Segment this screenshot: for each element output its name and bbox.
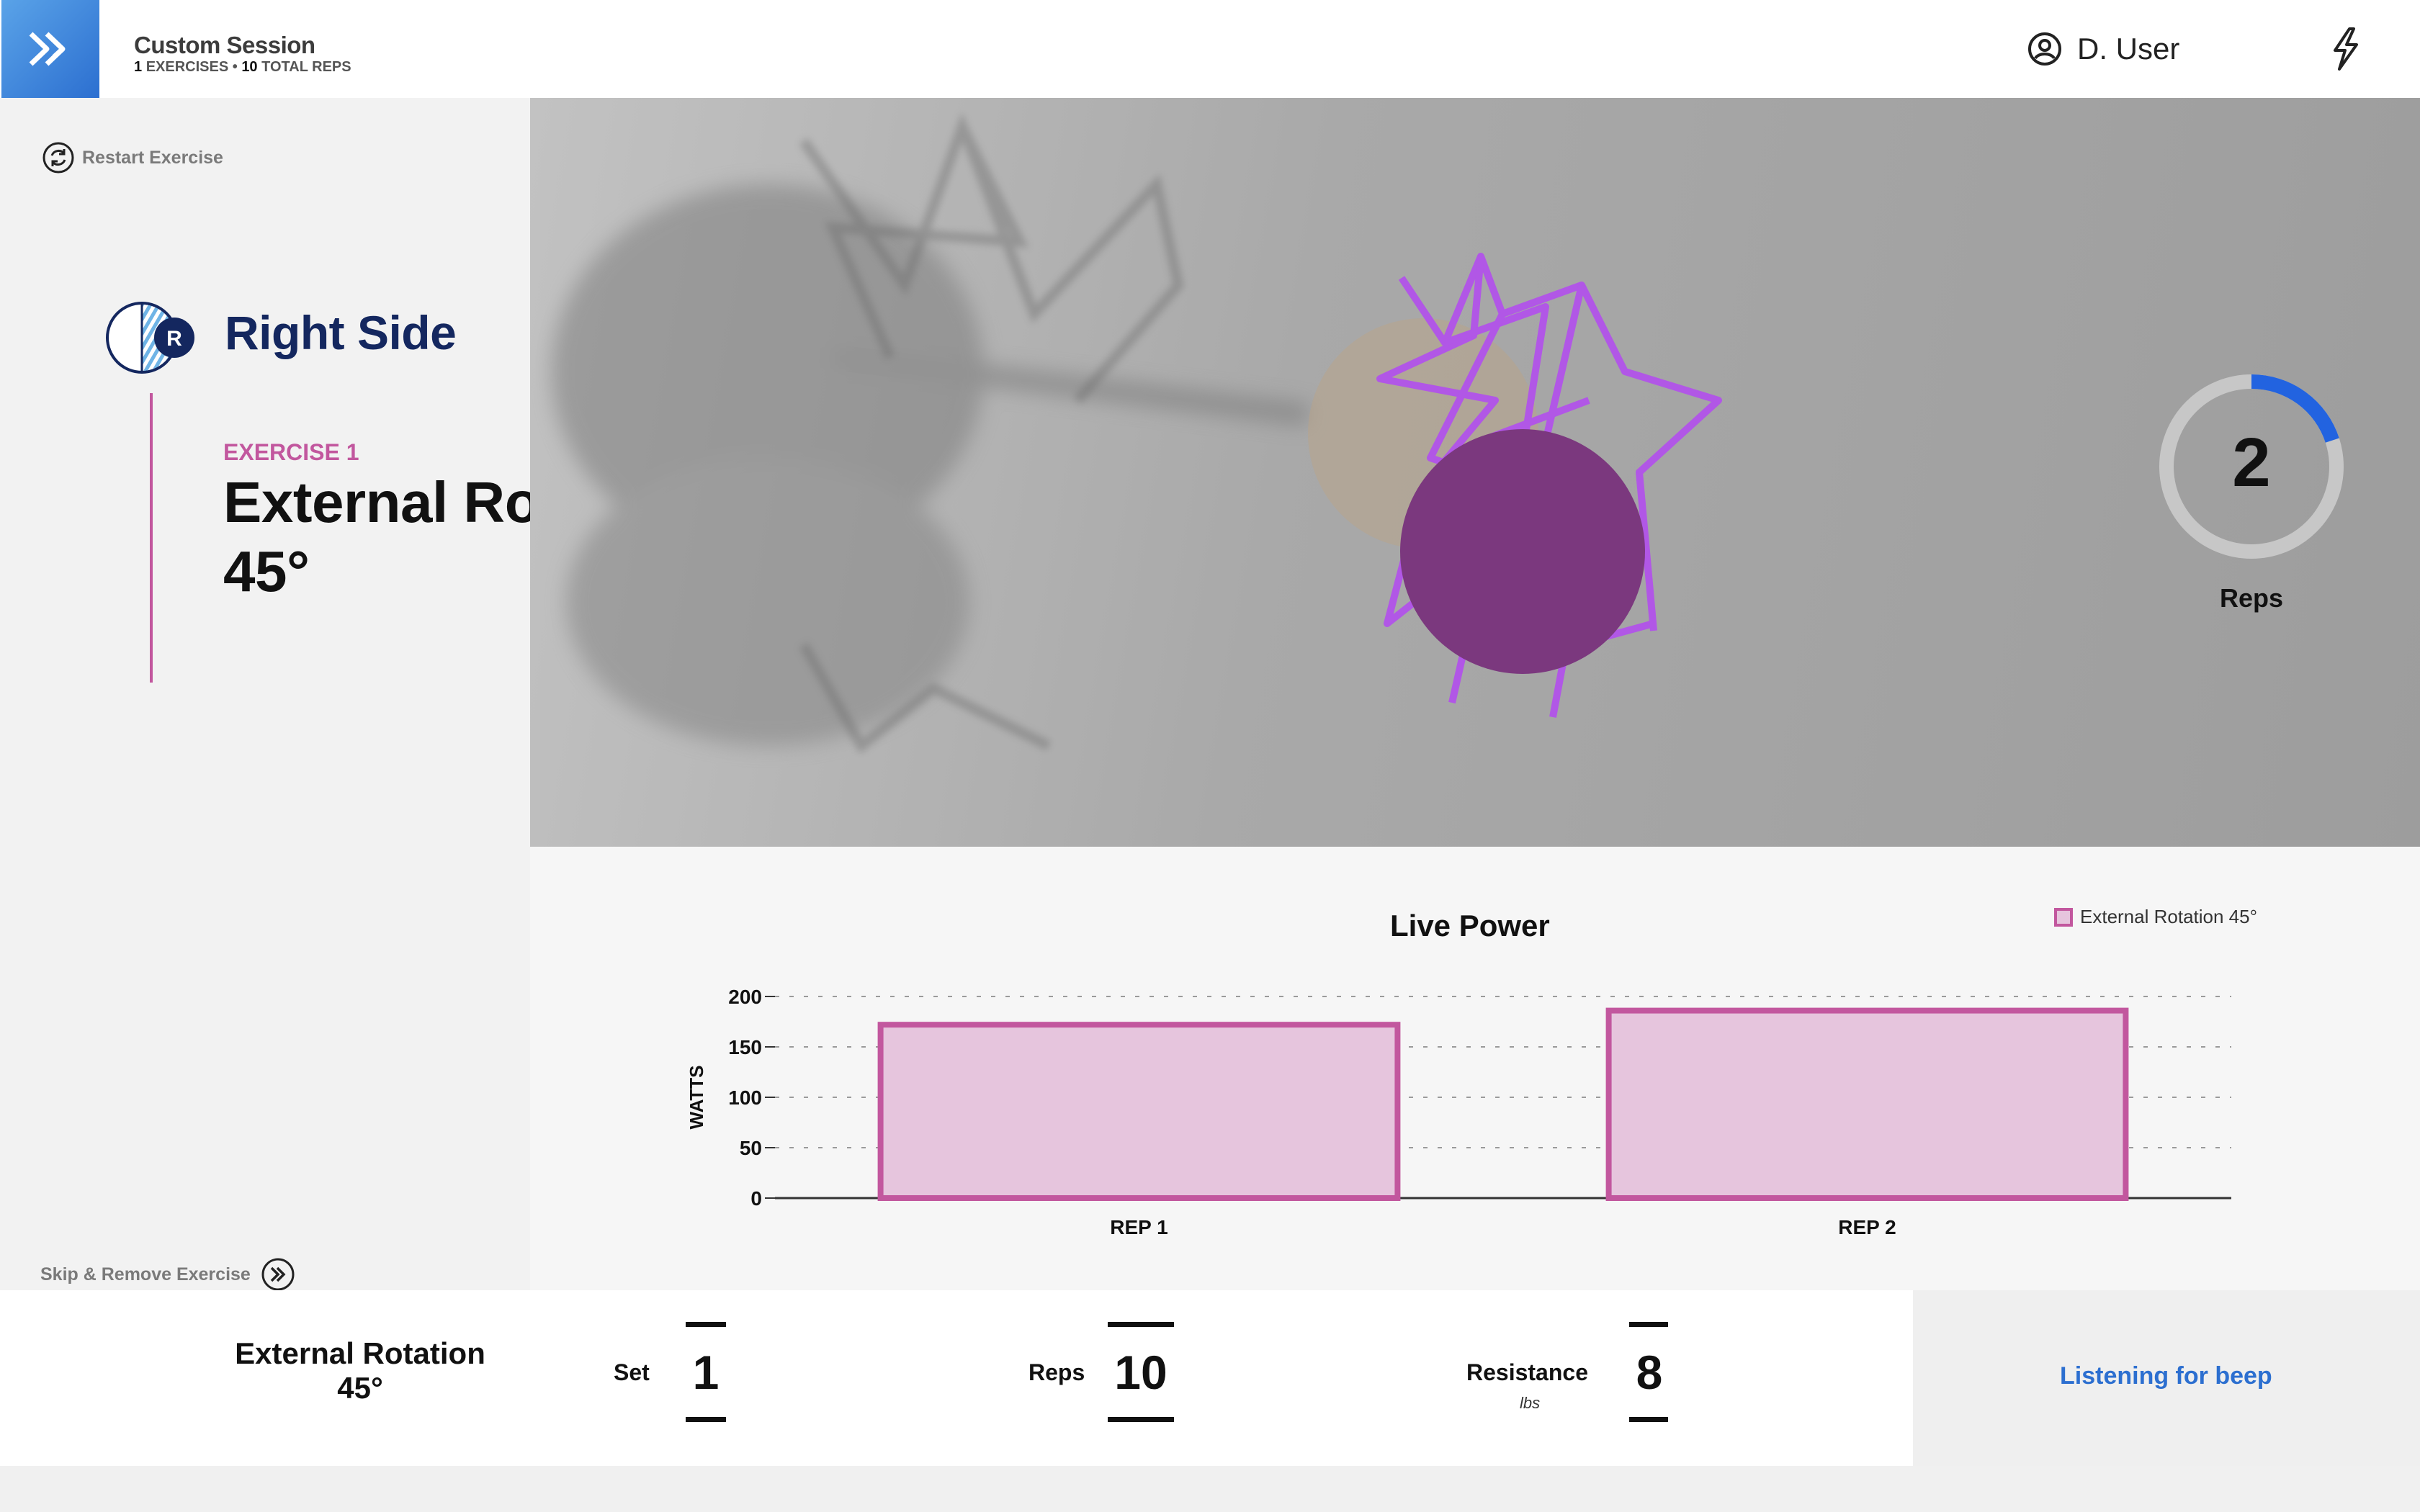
reps-target-value[interactable]: 10	[1114, 1346, 1168, 1399]
app-logo[interactable]	[1, 0, 99, 98]
listening-status: Listening for beep	[2060, 1362, 2272, 1390]
bar-rep-1	[877, 1022, 1401, 1201]
skeleton-shadow	[799, 112, 1184, 754]
legend-label: External Rotation 45°	[2080, 906, 2257, 927]
side-title: Right Side	[225, 306, 457, 359]
skip-remove-exercise-button[interactable]: Skip & Remove Exercise	[40, 1257, 295, 1292]
session-title: Custom Session	[134, 32, 315, 58]
resistance-bottom-line	[1629, 1417, 1668, 1422]
y-axis-label: WATTS	[686, 1065, 707, 1129]
user-menu[interactable]: D. User	[2027, 27, 2179, 71]
reps-bottom-line	[1108, 1417, 1174, 1422]
restart-exercise-label: Restart Exercise	[82, 147, 223, 168]
session-summary: 1 EXERCISES • 10 TOTAL REPS	[134, 59, 351, 76]
y-tick-label: 50	[740, 1137, 762, 1159]
y-tick-label: 0	[750, 1187, 762, 1210]
exercise-name: External Rotation 45°	[223, 468, 530, 612]
y-tick-label: 200	[728, 986, 762, 1008]
skip-remove-label: Skip & Remove Exercise	[40, 1264, 251, 1284]
current-exercise-line1: External Rotation	[235, 1336, 485, 1370]
set-value[interactable]: 1	[692, 1346, 720, 1399]
legend-swatch	[2054, 907, 2073, 927]
chevron-double-right-icon	[29, 32, 66, 66]
top-header: Custom Session 1 EXERCISES • 10 TOTAL RE…	[0, 0, 2420, 98]
session-reps-count: 10	[241, 59, 258, 75]
chart-legend: External Rotation 45°	[2054, 906, 2257, 928]
side-badge-letter: R	[166, 327, 182, 351]
resistance-unit: lbs	[1520, 1394, 1541, 1412]
exercise-stats-bar	[0, 1290, 1913, 1466]
session-reps-label: TOTAL REPS	[261, 59, 351, 75]
reps-count: 2	[2232, 424, 2271, 501]
body-shadow	[552, 184, 1309, 746]
exercise-name-line2: 45°	[223, 539, 310, 603]
reps-progress-ring	[2159, 374, 2344, 559]
reps-label: Reps	[2219, 583, 2284, 613]
bar-rep-2	[1605, 1007, 2129, 1201]
skip-icon	[261, 1258, 295, 1291]
current-exercise-line2: 45°	[337, 1371, 383, 1405]
exercise-sidebar	[0, 98, 530, 1290]
set-label: Set	[614, 1359, 650, 1385]
session-exercises-label: EXERCISES	[145, 59, 229, 75]
current-exercise-name: External Rotation 45°	[216, 1336, 504, 1405]
reps-top-line	[1108, 1322, 1174, 1327]
exercise-timeline-line	[150, 393, 153, 683]
resistance-label: Resistance	[1466, 1359, 1588, 1385]
exercise-number-label: EXERCISE 1	[223, 439, 359, 465]
x-tick-label: REP 1	[1110, 1216, 1168, 1238]
reps-target-label: Reps	[1028, 1359, 1085, 1385]
camera-scene	[552, 112, 1722, 754]
y-tick-label: 150	[728, 1036, 762, 1058]
resistance-value[interactable]: 8	[1636, 1346, 1663, 1399]
x-tick-label: REP 2	[1838, 1216, 1896, 1238]
set-top-line	[686, 1322, 726, 1327]
resistance-top-line	[1629, 1322, 1668, 1327]
exercise-name-line1: External Rotation	[223, 470, 530, 534]
lightning-bolt-icon[interactable]	[2325, 26, 2365, 72]
restart-exercise-button[interactable]: Restart Exercise	[42, 141, 223, 174]
live-power-chart: 0 50 100 150 200 WATTS REP 1 REP 2	[686, 986, 2231, 1238]
y-tick-label: 100	[728, 1086, 762, 1109]
joint-marker	[1400, 429, 1645, 674]
chart-title: Live Power	[1390, 909, 1550, 942]
user-circle-icon	[2028, 32, 2061, 66]
status-panel	[1913, 1290, 2420, 1466]
camera-feed	[530, 98, 2420, 847]
set-bottom-line	[686, 1417, 726, 1422]
restart-icon	[42, 142, 74, 174]
session-exercises-count: 1	[134, 59, 143, 75]
user-name: D. User	[2077, 32, 2180, 66]
session-separator: •	[232, 59, 238, 75]
right-side-badge: R	[106, 302, 194, 374]
